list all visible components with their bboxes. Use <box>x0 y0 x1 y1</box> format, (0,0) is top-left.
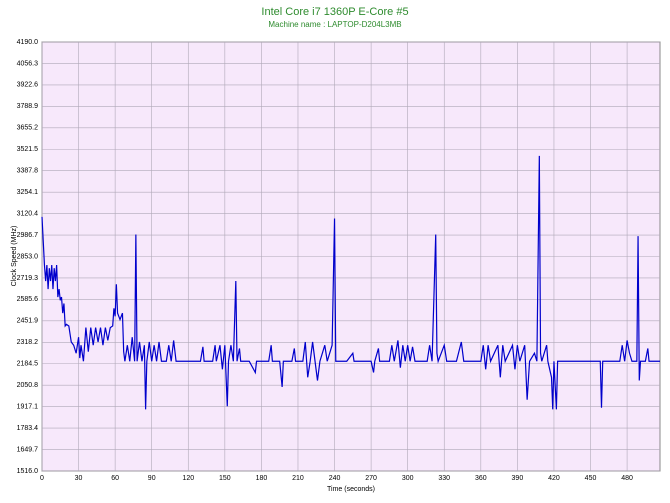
y-tick-label: 2986.7 <box>17 232 39 239</box>
x-tick-label: 300 <box>402 475 414 482</box>
y-tick-label: 2050.8 <box>17 382 39 389</box>
x-tick-label: 60 <box>111 475 119 482</box>
x-tick-label: 420 <box>548 475 560 482</box>
y-tick-label: 2184.5 <box>17 361 39 368</box>
x-tick-label: 450 <box>585 475 597 482</box>
y-tick-label: 3120.4 <box>17 210 39 217</box>
x-tick-label: 390 <box>512 475 524 482</box>
y-tick-label: 3788.9 <box>17 103 39 110</box>
x-tick-label: 120 <box>182 475 194 482</box>
x-tick-label: 180 <box>256 475 268 482</box>
y-tick-label: 1516.0 <box>17 468 39 475</box>
x-tick-label: 210 <box>292 475 304 482</box>
y-tick-label: 1783.4 <box>17 425 39 432</box>
y-axis-label: Clock Speed (MHz) <box>11 226 18 287</box>
x-tick-label: 90 <box>148 475 156 482</box>
y-tick-label: 3387.8 <box>17 168 39 175</box>
y-tick-label: 2719.3 <box>17 275 39 282</box>
x-tick-label: 330 <box>438 475 450 482</box>
x-tick-label: 240 <box>329 475 341 482</box>
x-tick-label: 150 <box>219 475 231 482</box>
y-tick-label: 1649.7 <box>17 446 39 453</box>
chart-title: Intel Core i7 1360P E-Core #5 <box>261 6 408 18</box>
x-tick-label: 360 <box>475 475 487 482</box>
x-tick-label: 30 <box>75 475 83 482</box>
y-tick-label: 1917.1 <box>17 403 39 410</box>
y-tick-label: 2853.0 <box>17 253 39 260</box>
y-tick-label: 3521.5 <box>17 146 39 153</box>
y-tick-label: 3254.1 <box>17 189 39 196</box>
y-tick-label: 4056.3 <box>17 60 39 67</box>
y-tick-label: 3655.2 <box>17 125 39 132</box>
y-tick-label: 4190.0 <box>17 39 39 46</box>
y-tick-label: 2451.9 <box>17 318 39 325</box>
x-axis-label: Time (seconds) <box>327 486 375 493</box>
y-tick-label: 3922.6 <box>17 82 39 89</box>
chart-subtitle: Machine name : LAPTOP-D204L3MB <box>268 20 401 29</box>
data-line <box>41 155 660 410</box>
x-tick-label: 480 <box>621 475 633 482</box>
y-tick-label: 2585.6 <box>17 296 39 303</box>
x-tick-label: 0 <box>40 475 44 482</box>
y-tick-label: 2318.2 <box>17 339 39 346</box>
x-tick-label: 270 <box>365 475 377 482</box>
